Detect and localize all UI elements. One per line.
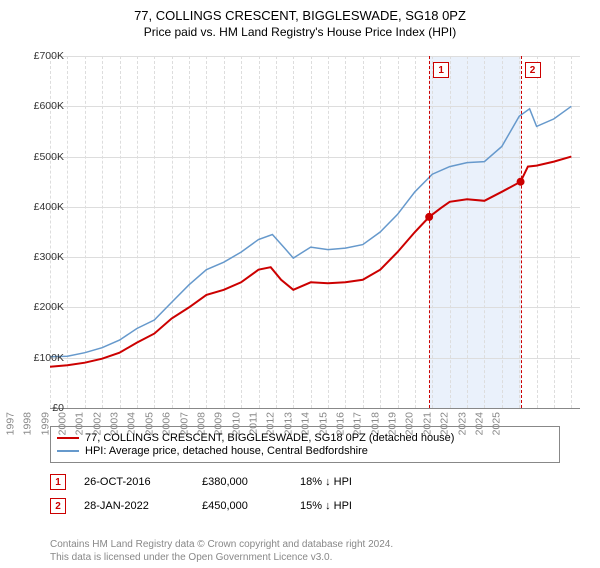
legend: 77, COLLINGS CRESCENT, BIGGLESWADE, SG18… bbox=[50, 426, 560, 463]
sale-date: 28-JAN-2022 bbox=[84, 500, 184, 512]
legend-item: 77, COLLINGS CRESCENT, BIGGLESWADE, SG18… bbox=[57, 432, 553, 444]
sale-price: £450,000 bbox=[202, 500, 282, 512]
footer: Contains HM Land Registry data © Crown c… bbox=[50, 538, 393, 564]
y-tick-label: £500K bbox=[19, 151, 64, 163]
legend-label: HPI: Average price, detached house, Cent… bbox=[85, 445, 368, 457]
sale-row: 1 26-OCT-2016 £380,000 18% ↓ HPI bbox=[50, 474, 570, 490]
chart-area: 12 bbox=[50, 56, 580, 408]
y-tick-label: £700K bbox=[19, 50, 64, 62]
y-tick-label: £100K bbox=[19, 352, 64, 364]
sale-pct: 15% ↓ HPI bbox=[300, 500, 352, 512]
line-chart bbox=[50, 56, 580, 408]
sale-row: 2 28-JAN-2022 £450,000 15% ↓ HPI bbox=[50, 498, 570, 514]
y-tick-label: £200K bbox=[19, 301, 64, 313]
x-axis bbox=[50, 408, 580, 409]
sale-price: £380,000 bbox=[202, 476, 282, 488]
marker-line bbox=[429, 56, 430, 408]
legend-swatch bbox=[57, 450, 79, 452]
y-tick-label: £300K bbox=[19, 251, 64, 263]
y-tick-label: £400K bbox=[19, 201, 64, 213]
series-price_paid bbox=[50, 157, 571, 367]
sale-date: 26-OCT-2016 bbox=[84, 476, 184, 488]
marker-box: 2 bbox=[525, 62, 541, 78]
series-hpi bbox=[50, 106, 571, 356]
marker-box: 1 bbox=[433, 62, 449, 78]
y-tick-label: £600K bbox=[19, 100, 64, 112]
chart-title: 77, COLLINGS CRESCENT, BIGGLESWADE, SG18… bbox=[0, 8, 600, 23]
legend-swatch bbox=[57, 437, 79, 439]
sale-marker-box: 1 bbox=[50, 474, 66, 490]
chart-subtitle: Price paid vs. HM Land Registry's House … bbox=[0, 25, 600, 39]
sale-pct: 18% ↓ HPI bbox=[300, 476, 352, 488]
marker-line bbox=[521, 56, 522, 408]
footer-line: This data is licensed under the Open Gov… bbox=[50, 551, 393, 564]
legend-item: HPI: Average price, detached house, Cent… bbox=[57, 445, 553, 457]
sale-marker-box: 2 bbox=[50, 498, 66, 514]
footer-line: Contains HM Land Registry data © Crown c… bbox=[50, 538, 393, 551]
legend-label: 77, COLLINGS CRESCENT, BIGGLESWADE, SG18… bbox=[85, 432, 454, 444]
